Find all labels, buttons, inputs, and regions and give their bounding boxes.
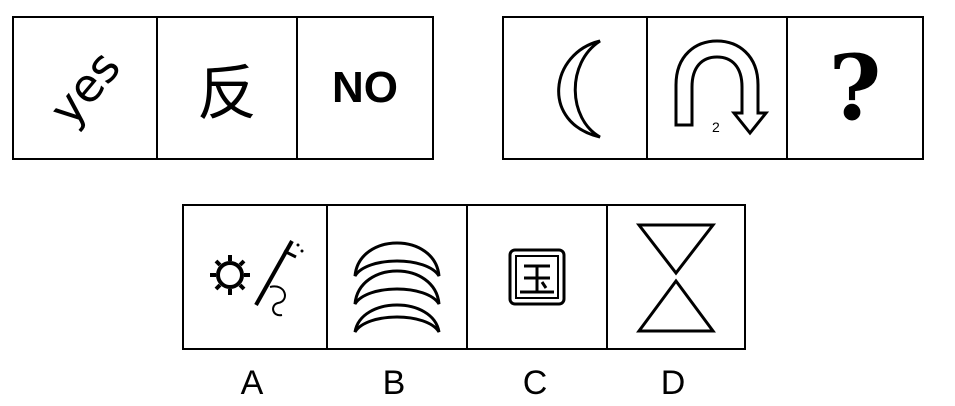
yes-text: yes xyxy=(38,40,132,136)
option-d-label: D xyxy=(660,364,686,402)
hourglass-triangles-icon xyxy=(635,223,717,333)
cell-yes: yes xyxy=(14,18,156,158)
stacked-crescents-icon xyxy=(353,241,441,333)
crescent-moon-icon xyxy=(557,39,601,139)
sun-and-sword-icon xyxy=(210,240,304,317)
cell-no: NO xyxy=(296,18,432,158)
option-b-label: B xyxy=(382,364,406,402)
cell-moon xyxy=(504,18,646,158)
arc-number: 2 xyxy=(712,119,720,135)
option-c[interactable] xyxy=(466,206,606,348)
framed-character-icon xyxy=(508,248,566,306)
cell-question: ? xyxy=(786,18,922,158)
option-c-label: C xyxy=(522,364,548,402)
u-turn-arrow-icon xyxy=(674,39,770,136)
sequence-box-2: 2 ? xyxy=(502,16,924,160)
option-a-label: A xyxy=(240,364,264,402)
question-mark: ? xyxy=(828,35,882,141)
no-text: NO xyxy=(332,63,398,112)
cell-arc: 2 xyxy=(646,18,786,158)
option-a[interactable] xyxy=(184,206,326,348)
options-box xyxy=(182,204,746,350)
option-d[interactable] xyxy=(606,206,744,348)
fan-character: 反 xyxy=(197,58,257,129)
sequence-box-1: yes 反 NO xyxy=(12,16,434,160)
option-b[interactable] xyxy=(326,206,466,348)
cell-fan: 反 xyxy=(156,18,296,158)
